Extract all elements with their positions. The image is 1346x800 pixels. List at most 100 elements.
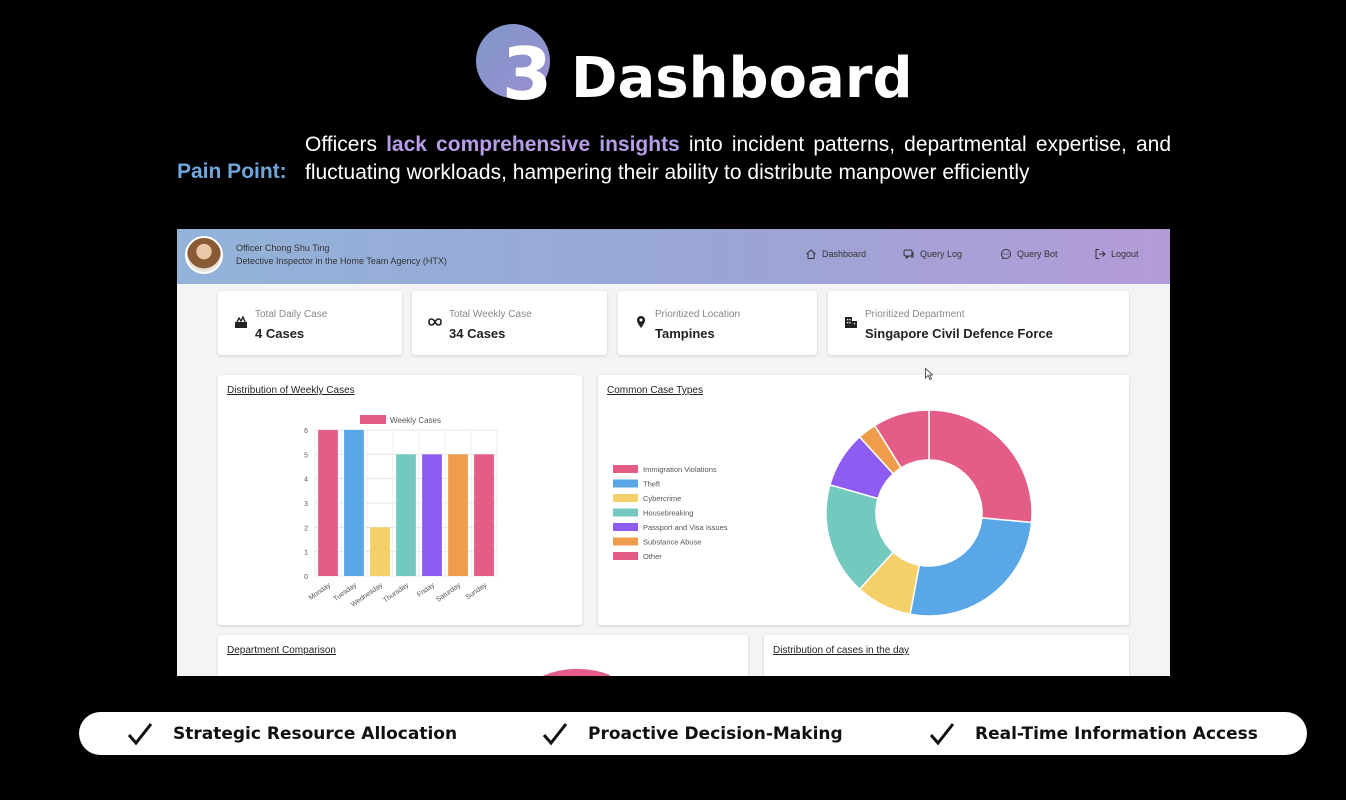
pain-point-text: Officers lack comprehensive insights int…	[305, 131, 1171, 187]
legend-swatch	[613, 537, 638, 546]
cases-icon	[235, 315, 247, 328]
pain-text-before: Officers	[305, 133, 387, 156]
legend-label: Theft	[643, 480, 661, 489]
officer-name: Officer Chong Shu Ting	[236, 243, 330, 253]
kpi-value: Singapore Civil Defence Force	[865, 326, 1053, 341]
bar	[318, 430, 338, 576]
avatar[interactable]	[185, 236, 223, 274]
panel-title: Distribution of Weekly Cases	[227, 385, 355, 396]
legend-label: Substance Abuse	[643, 538, 701, 547]
kpi-card-weekly: Total Weekly Case 34 Cases	[412, 291, 607, 355]
legend-swatch	[613, 552, 638, 560]
x-tick-label: Friday	[416, 582, 436, 599]
bar	[396, 454, 416, 576]
kpi-label: Total Weekly Case	[449, 309, 532, 320]
step-number: 3	[502, 32, 553, 116]
checkmark-icon	[929, 723, 955, 746]
panel-title: Common Case Types	[607, 385, 703, 396]
benefit-item: Strategic Resource Allocation	[127, 721, 457, 747]
kpi-label: Total Daily Case	[255, 309, 328, 320]
nav-logout[interactable]: Logout	[1094, 248, 1139, 260]
pain-point-label: Pain Point:	[177, 160, 287, 183]
donut-slice	[909, 517, 1033, 617]
nav-logout-label: Logout	[1111, 249, 1139, 259]
legend-label: Housebreaking	[643, 509, 693, 518]
building-icon	[845, 317, 857, 328]
benefit-label: Real-Time Information Access	[975, 724, 1258, 744]
legend-swatch	[613, 508, 638, 517]
legend-label: Other	[643, 552, 662, 561]
nav-dashboard[interactable]: Dashboard	[805, 248, 866, 260]
case-types-chart: Immigration Violations Theft Cybercrime Hou…	[613, 409, 1033, 617]
donut-slice	[928, 409, 1033, 524]
legend-swatch	[360, 415, 386, 424]
dashboard-app: Officer Chong Shu Ting Detective Inspect…	[177, 229, 1170, 676]
legend-swatch	[613, 465, 638, 473]
kpi-card-department: Prioritized Department Singapore Civil D…	[828, 291, 1129, 355]
nav-dashboard-label: Dashboard	[822, 249, 867, 259]
benefits-bar: Strategic Resource Allocation Proactive …	[79, 712, 1307, 755]
slide-title: Dashboard	[571, 46, 913, 111]
department-comparison-panel: Department Comparison	[218, 635, 748, 676]
pain-text-highlight: lack comprehensive insights	[386, 133, 680, 156]
y-tick-label: 5	[304, 452, 308, 459]
panel-title: Department Comparison	[227, 645, 336, 656]
panel-title: Distribution of cases in the day	[773, 645, 910, 656]
x-tick-label: Saturday	[435, 582, 462, 604]
legend-swatch	[613, 494, 638, 502]
donut-slice	[873, 409, 930, 469]
bar	[370, 527, 390, 576]
y-tick-label: 1	[304, 550, 308, 557]
benefit-label: Proactive Decision-Making	[588, 724, 843, 744]
logout-icon	[1095, 249, 1106, 259]
y-tick-label: 0	[304, 574, 308, 581]
kpi-card-daily: Total Daily Case 4 Cases	[218, 291, 402, 355]
legend-label: Passport and Visa Issues	[643, 523, 728, 532]
chat-bubbles-icon	[903, 249, 914, 259]
bar	[344, 430, 364, 576]
legend-label: Weekly Cases	[390, 416, 441, 425]
weekly-cases-panel: Distribution of Weekly Cases Weekly Case…	[218, 375, 582, 625]
department-chart-top	[542, 668, 610, 676]
bar	[422, 454, 442, 576]
mouse-cursor-icon	[925, 368, 933, 380]
nav-query-bot-label: Query Bot	[1017, 249, 1058, 259]
case-types-panel: Common Case Types Immigration Violations…	[598, 375, 1129, 625]
kpi-value: 4 Cases	[255, 326, 305, 341]
x-tick-label: Thursday	[382, 582, 410, 605]
legend-swatch	[613, 479, 638, 488]
kpi-label: Prioritized Department	[865, 309, 965, 320]
y-tick-label: 2	[304, 525, 308, 532]
checkmark-icon	[542, 723, 568, 746]
bar	[474, 454, 494, 576]
legend-label: Immigration Violations	[643, 465, 717, 474]
nav-query-bot[interactable]: Query Bot	[1000, 248, 1058, 260]
legend-swatch	[613, 523, 638, 531]
step-circle	[476, 24, 550, 98]
chat-bubble-icon	[1001, 249, 1011, 260]
kpi-label: Prioritized Location	[655, 309, 741, 320]
nav-query-log-label: Query Log	[920, 249, 963, 259]
y-tick-label: 6	[304, 428, 308, 435]
y-tick-label: 3	[304, 501, 308, 508]
nav-query-log[interactable]: Query Log	[903, 248, 962, 260]
kpi-value: 34 Cases	[449, 326, 506, 341]
infinity-icon	[428, 318, 442, 326]
kpi-value: Tampines	[655, 326, 715, 341]
x-tick-label: Sunday	[465, 582, 489, 602]
benefit-item: Real-Time Information Access	[929, 721, 1258, 747]
location-pin-icon	[637, 316, 645, 328]
kpi-card-location: Prioritized Location Tampines	[618, 291, 817, 355]
benefit-label: Strategic Resource Allocation	[173, 724, 458, 744]
daily-distribution-panel: Distribution of cases in the day	[764, 635, 1129, 676]
y-tick-label: 4	[304, 477, 308, 484]
app-header: Officer Chong Shu Ting Detective Inspect…	[177, 229, 1170, 284]
home-icon	[806, 249, 816, 259]
x-tick-label: Monday	[308, 582, 333, 602]
officer-role: Detective Inspector in the Home Team Age…	[236, 256, 447, 266]
checkmark-icon	[127, 723, 153, 746]
pain-text-after: into incident patterns, departmental exp…	[305, 133, 1172, 184]
legend-label: Cybercrime	[643, 494, 681, 503]
bar	[448, 454, 468, 576]
